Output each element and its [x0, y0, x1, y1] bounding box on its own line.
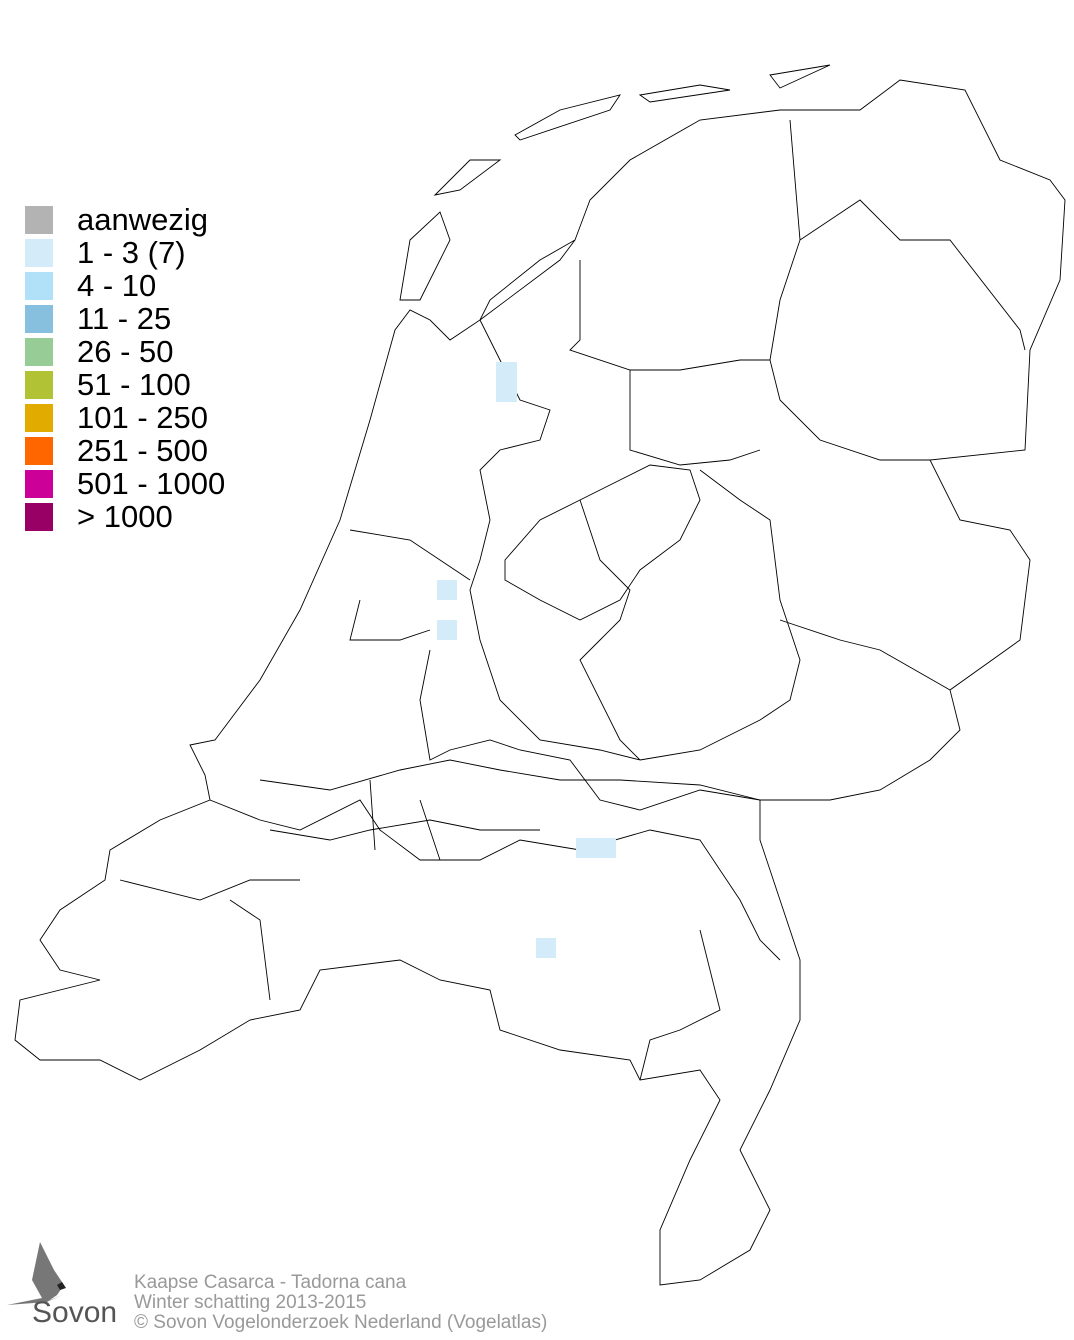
legend-item: 51 - 100 [25, 368, 225, 401]
occupancy-cells [437, 362, 616, 958]
legend-swatch [25, 403, 53, 432]
legend-label: 4 - 10 [77, 268, 157, 303]
legend-item: 1 - 3 (7) [25, 236, 225, 269]
species-name: Kaapse Casarca - Tadorna cana [134, 1272, 407, 1293]
legend-label: 51 - 100 [77, 367, 191, 402]
island-vlieland [433, 159, 502, 196]
legend-item: 251 - 500 [25, 434, 225, 467]
legend-swatch [25, 205, 53, 234]
island-ameland [638, 84, 731, 103]
logo-text: Sovon [32, 1296, 118, 1329]
legend-swatch [25, 271, 53, 300]
legend-swatch [25, 469, 53, 498]
legend-label: 101 - 250 [77, 400, 208, 435]
mainland-outline [14, 79, 1066, 1286]
legend-label: 26 - 50 [77, 334, 174, 369]
legend-label: > 1000 [77, 499, 173, 534]
grid-cell [536, 938, 556, 958]
legend-item: > 1000 [25, 500, 225, 533]
map-caption: Kaapse Casarca - Tadorna cana Winter sch… [134, 1273, 547, 1333]
legend-swatch [25, 304, 53, 333]
island-texel [399, 211, 451, 301]
legend-label: 501 - 1000 [77, 466, 226, 501]
legend-item: 101 - 250 [25, 401, 225, 434]
legend-item: 4 - 10 [25, 269, 225, 302]
rivers [259, 759, 761, 861]
legend: aanwezig 1 - 3 (7) 4 - 10 11 - 25 26 - 5… [25, 203, 225, 533]
legend-swatch [25, 502, 53, 531]
legend-label: 251 - 500 [77, 433, 208, 468]
grid-cell [576, 838, 616, 858]
province-borders [119, 119, 1026, 1081]
island-terschelling [514, 94, 622, 141]
grid-cell [496, 362, 517, 402]
legend-item: 26 - 50 [25, 335, 225, 368]
legend-swatch [25, 436, 53, 465]
copyright: © Sovon Vogelonderzoek Nederland (Vogela… [134, 1312, 548, 1333]
ijsselmeer-dike [504, 464, 701, 621]
legend-label: aanwezig [77, 202, 208, 237]
legend-item: aanwezig [25, 203, 225, 236]
legend-swatch [25, 370, 53, 399]
legend-item: 501 - 1000 [25, 467, 225, 500]
legend-label: 1 - 3 (7) [77, 235, 186, 270]
legend-swatch [25, 238, 53, 267]
grid-cell [437, 580, 457, 600]
grid-cell [437, 620, 457, 640]
island-schiermonnikoog [769, 64, 831, 89]
season-label: Winter schatting 2013-2015 [134, 1292, 367, 1313]
legend-item: 11 - 25 [25, 302, 225, 335]
sovon-swallow-logo-icon [7, 1242, 66, 1305]
legend-swatch [25, 337, 53, 366]
legend-label: 11 - 25 [77, 301, 172, 336]
